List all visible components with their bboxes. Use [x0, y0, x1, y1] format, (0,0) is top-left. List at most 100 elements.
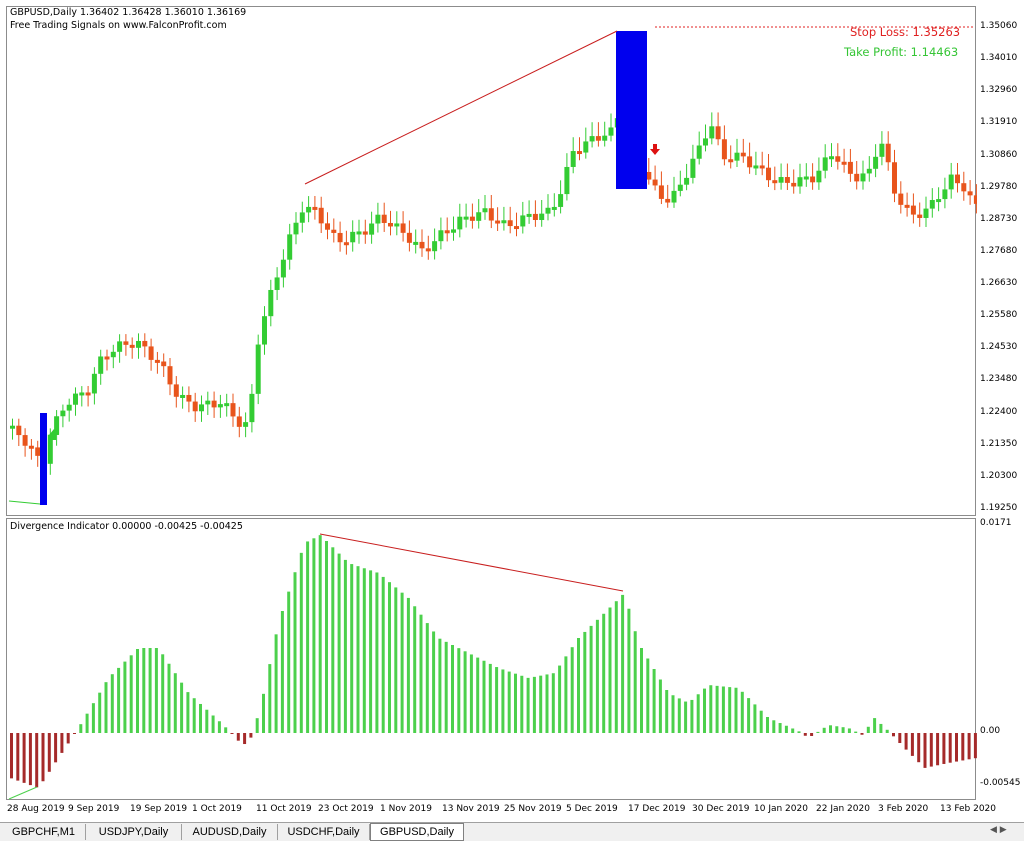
tab-usdjpy-daily[interactable]: USDJPY,Daily: [86, 824, 182, 840]
histogram-bar: [444, 641, 448, 733]
histogram-bar: [394, 587, 398, 733]
histogram-bar: [822, 727, 826, 733]
candle-body: [217, 404, 223, 408]
candle-body: [192, 401, 198, 412]
candle-body: [551, 206, 557, 210]
histogram-bar: [759, 710, 763, 733]
candle-body: [709, 126, 715, 139]
candle-body: [419, 241, 425, 249]
candle-body: [520, 215, 526, 227]
candle-body: [803, 176, 809, 180]
tab-gbpchf-m1[interactable]: GBPCHF,M1: [2, 824, 86, 840]
candle-body: [10, 425, 15, 429]
histogram-bar: [860, 733, 864, 735]
histogram-bar: [136, 649, 139, 733]
histogram-bar: [91, 703, 95, 733]
candle-body: [501, 220, 507, 224]
tab-gbpusd-daily[interactable]: GBPUSD,Daily: [370, 823, 464, 841]
buy-signal-box: [40, 413, 47, 505]
histogram-bar: [753, 704, 757, 733]
histogram-bar: [98, 692, 102, 733]
candle-body: [66, 404, 72, 411]
indicator-tick-label: 0.00: [980, 726, 1001, 736]
histogram-bar: [79, 724, 83, 733]
histogram-bar: [60, 733, 64, 753]
candle-body: [759, 165, 765, 169]
tab-usdchf-daily[interactable]: USDCHF,Daily: [278, 824, 370, 840]
time-tick-label: 10 Jan 2020: [754, 804, 808, 814]
histogram-bar: [35, 733, 39, 788]
candle-body: [369, 223, 375, 235]
candle-body: [274, 277, 280, 290]
candle-body: [331, 229, 337, 233]
histogram-bar: [306, 541, 310, 733]
histogram-bar: [866, 726, 870, 733]
candle-body: [110, 351, 116, 358]
candle-body: [22, 435, 28, 446]
histogram-bar: [627, 608, 631, 733]
histogram-bar: [696, 694, 700, 733]
histogram-bar: [520, 675, 524, 733]
histogram-bar: [236, 733, 240, 741]
histogram-bar: [274, 634, 278, 733]
histogram-bar: [463, 651, 467, 733]
time-tick-label: 23 Oct 2019: [318, 804, 374, 814]
candle-body: [942, 189, 948, 200]
candle-body: [293, 222, 299, 235]
candle-body: [243, 422, 249, 427]
price-tick-label: 1.20300: [980, 470, 1018, 481]
histogram-bar: [784, 725, 788, 733]
histogram-bar: [249, 733, 253, 738]
candle-body: [262, 316, 267, 345]
price-chart-pane[interactable]: [6, 6, 977, 516]
candle-body: [917, 214, 923, 218]
histogram-bar: [898, 733, 902, 744]
candle-body: [652, 179, 658, 186]
indicator-pane[interactable]: [6, 518, 977, 800]
histogram-bar: [280, 611, 284, 733]
histogram-bar: [28, 733, 32, 786]
histogram-bar: [677, 698, 681, 733]
indicator-scale[interactable]: 0.0171 0.00 -0.00545: [976, 518, 1024, 800]
histogram-bar: [734, 687, 738, 733]
candle-body: [866, 168, 872, 174]
histogram-bar: [577, 638, 580, 733]
histogram-bar: [841, 727, 845, 733]
price-tick-label: 1.31910: [980, 117, 1018, 128]
histogram-bar: [948, 733, 952, 763]
candle-body: [690, 158, 696, 178]
candle-body: [545, 207, 551, 214]
chart-symbol-info: GBPUSD,Daily 1.36402 1.36428 1.36010 1.3…: [10, 7, 247, 18]
candle-body: [123, 341, 129, 345]
histogram-bar: [545, 674, 549, 733]
histogram-bar: [797, 731, 801, 733]
histogram-bar: [180, 682, 184, 733]
candle-body: [280, 259, 286, 278]
histogram-bar: [123, 661, 127, 733]
time-tick-label: 11 Oct 2019: [256, 804, 312, 814]
histogram-bar: [432, 631, 436, 733]
candle-body: [28, 445, 34, 449]
candle-body: [425, 248, 431, 252]
histogram-bar: [507, 671, 511, 733]
tab-audusd-daily[interactable]: AUDUSD,Daily: [182, 824, 278, 840]
candle-body: [898, 193, 904, 205]
histogram-bar: [772, 720, 776, 733]
histogram-bar: [362, 568, 366, 733]
candle-body: [482, 208, 488, 213]
candle-body: [967, 191, 973, 196]
histogram-bar: [955, 733, 958, 762]
histogram-bar: [230, 733, 234, 734]
indicator-support-line: [8, 786, 38, 800]
indicator-divergence-line: [319, 533, 624, 592]
histogram-bar: [22, 733, 26, 783]
scroll-arrows-icon[interactable]: ◀ ▶: [990, 825, 1007, 835]
histogram-bar: [671, 695, 675, 733]
histogram-bar: [558, 665, 562, 733]
time-tick-label: 22 Jan 2020: [816, 804, 870, 814]
candle-body: [532, 213, 538, 220]
candle-body: [740, 152, 746, 157]
price-scale[interactable]: 1.35060 1.34010 1.32960 1.31910 1.30860 1.297…: [976, 6, 1024, 518]
candle-body: [684, 177, 690, 185]
candle-body: [375, 214, 381, 224]
